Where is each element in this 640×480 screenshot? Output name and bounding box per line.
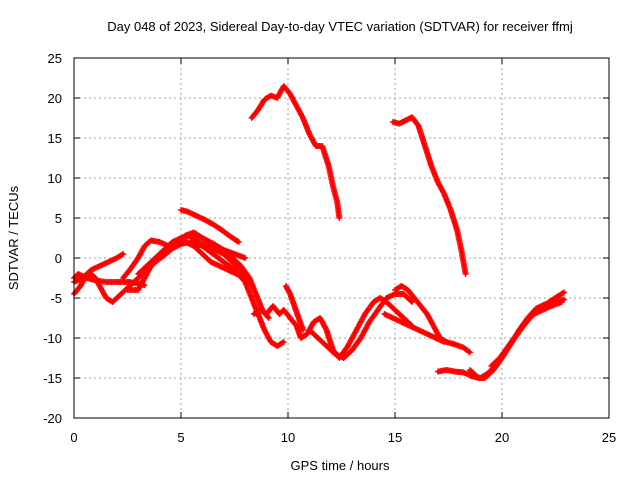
- series-s6: [124, 239, 249, 293]
- series-s7: [178, 207, 242, 245]
- x-axis-label: GPS time / hours: [291, 458, 390, 473]
- series-band: [391, 115, 468, 276]
- series-s8: [188, 231, 249, 261]
- x-tick-label: 20: [495, 430, 509, 445]
- data-point: [235, 239, 242, 245]
- data-point: [119, 251, 126, 258]
- series-s9: [250, 295, 416, 361]
- data-point: [279, 339, 286, 346]
- x-tick-label: 15: [388, 430, 402, 445]
- data-point: [558, 299, 565, 305]
- series-s3: [71, 251, 127, 285]
- data-point: [265, 315, 272, 321]
- y-tick-label: 0: [55, 251, 62, 266]
- y-tick-label: 15: [48, 131, 62, 146]
- x-tick-label: 5: [177, 430, 184, 445]
- data-point: [299, 327, 306, 333]
- series-s17: [248, 83, 343, 221]
- x-tick-label: 0: [70, 430, 77, 445]
- data-point: [466, 349, 473, 356]
- y-tick-label: -20: [43, 411, 62, 426]
- x-tick-label: 25: [602, 430, 616, 445]
- data-point: [120, 251, 127, 257]
- y-axis-label: SDTVAR / TECUs: [6, 185, 21, 290]
- data-series: [71, 83, 568, 381]
- series-s10: [282, 283, 306, 333]
- y-tick-label: -10: [43, 331, 62, 346]
- series-s18: [389, 114, 469, 277]
- series-s16: [488, 299, 565, 369]
- data-point: [336, 215, 343, 221]
- x-tick-label: 10: [281, 430, 295, 445]
- series-s15: [466, 296, 568, 381]
- y-tick-label: 10: [48, 171, 62, 186]
- y-tick-label: 20: [48, 91, 62, 106]
- y-tick-label: -15: [43, 371, 62, 386]
- grid: [74, 58, 609, 418]
- y-tick-label: 5: [55, 211, 62, 226]
- plot-area-frame: [73, 57, 610, 419]
- series-s11: [306, 291, 416, 361]
- data-point: [242, 275, 249, 281]
- series-s5: [135, 232, 272, 321]
- axis-ticks: 0 5 10 15 20 25 -20 -15 -10 -5 0 5 10 15 20 25: [43, 51, 616, 445]
- y-tick-label: 25: [48, 51, 62, 66]
- data-point: [441, 339, 448, 345]
- data-point: [561, 289, 568, 296]
- data-point: [462, 271, 469, 277]
- data-point: [280, 339, 287, 345]
- data-point: [242, 255, 249, 261]
- chart-title: Day 048 of 2023, Sidereal Day-to-day VTE…: [107, 19, 573, 34]
- data-point: [409, 299, 416, 305]
- data-point: [559, 290, 566, 297]
- series-s13: [381, 311, 448, 345]
- data-point: [465, 348, 472, 355]
- data-point: [408, 298, 415, 305]
- data-point: [234, 238, 241, 245]
- y-tick-label: -5: [50, 291, 62, 306]
